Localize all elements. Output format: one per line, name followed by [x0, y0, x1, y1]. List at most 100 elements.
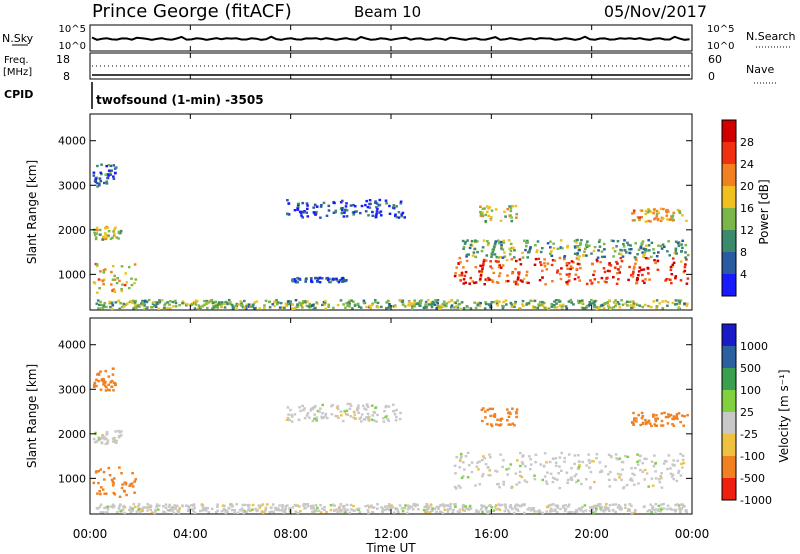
range-gate-cell — [370, 404, 374, 407]
range-gate-cell — [652, 413, 655, 416]
range-gate-cell — [630, 274, 633, 277]
range-gate-cell — [508, 253, 512, 256]
range-gate-cell — [357, 508, 360, 512]
range-gate-cell — [590, 282, 593, 285]
range-gate-cell — [228, 302, 232, 305]
range-gate-cell — [351, 307, 354, 310]
range-gate-cell — [388, 305, 391, 308]
range-gate-cell — [484, 220, 488, 223]
range-gate-cell — [169, 307, 172, 310]
range-gate-cell — [382, 420, 386, 423]
range-gate-cell — [105, 164, 108, 168]
range-gate-cell — [462, 247, 465, 250]
range-gate-cell — [671, 216, 674, 219]
range-gate-cell — [92, 281, 96, 284]
range-gate-cell — [335, 508, 339, 511]
range-gate-cell — [494, 208, 498, 211]
range-gate-cell — [286, 300, 290, 303]
range-gate-cell — [641, 470, 644, 473]
range-gate-cell — [686, 277, 690, 280]
range-gate-cell — [104, 369, 108, 373]
range-gate-cell — [368, 199, 372, 202]
range-gate-cell — [510, 305, 514, 308]
range-gate-cell — [537, 303, 540, 306]
range-gate-cell — [509, 423, 512, 426]
range-gate-cell — [628, 300, 632, 304]
range-gate-cell — [220, 301, 224, 304]
range-gate-cell — [462, 475, 465, 478]
range-gate-cell — [118, 279, 121, 283]
range-gate-cell — [168, 303, 171, 306]
range-gate-cell — [94, 262, 98, 266]
range-gate-cell — [163, 511, 167, 514]
range-gate-cell — [613, 301, 616, 304]
range-gate-cell — [489, 474, 492, 477]
range-gate-cell — [286, 212, 289, 215]
range-gate-cell — [654, 508, 657, 511]
range-gate-cell — [529, 246, 532, 249]
range-gate-cell — [483, 283, 486, 286]
range-gate-cell — [667, 454, 671, 457]
range-gate-cell — [317, 509, 321, 512]
range-gate-cell — [653, 208, 656, 211]
range-gate-cell — [473, 281, 476, 285]
range-gate-cell — [435, 300, 438, 303]
range-gate-cell — [460, 476, 464, 480]
range-gate-cell — [155, 505, 158, 508]
range-gate-cell — [481, 510, 484, 514]
range-gate-cell — [534, 461, 537, 464]
range-gate-cell — [616, 240, 620, 243]
range-gate-cell — [371, 511, 374, 514]
range-gate-cell — [655, 307, 658, 310]
range-gate-cell — [99, 388, 103, 391]
range-gate-cell — [386, 507, 390, 511]
range-gate-cell — [516, 509, 520, 512]
range-gate-cell — [446, 508, 450, 511]
range-gate-cell — [650, 241, 654, 244]
range-gate-cell — [669, 472, 673, 475]
range-gate-cell — [105, 492, 108, 495]
range-gate-cell — [195, 299, 199, 303]
range-gate-cell — [383, 409, 386, 413]
range-gate-cell — [107, 230, 111, 233]
range-gate-cell — [600, 469, 603, 472]
range-gate-cell — [141, 507, 144, 511]
range-gate-cell — [436, 304, 439, 308]
range-gate-cell — [133, 301, 137, 304]
range-gate-cell — [124, 483, 128, 486]
range-gate-cell — [511, 407, 514, 410]
range-gate-cell — [104, 442, 108, 446]
range-gate-cell — [655, 212, 659, 216]
range-gate-cell — [679, 452, 682, 456]
range-gate-cell — [671, 219, 675, 222]
range-gate-cell — [630, 248, 633, 251]
range-gate-cell — [274, 506, 277, 510]
range-gate-cell — [677, 412, 681, 415]
range-gate-cell — [364, 408, 368, 411]
range-gate-cell — [316, 506, 319, 509]
noise-trace — [91, 35, 690, 41]
range-gate-cell — [131, 485, 135, 488]
range-gate-cell — [669, 278, 672, 281]
range-gate-cell — [528, 249, 531, 252]
range-gate-cell — [536, 510, 539, 513]
range-gate-cell — [127, 265, 131, 269]
range-gate-cell — [503, 210, 506, 213]
range-gate-cell — [491, 279, 494, 282]
range-gate-cell — [190, 303, 193, 306]
range-gate-cell — [680, 249, 683, 253]
range-gate-cell — [564, 305, 568, 308]
range-gate-cell — [491, 407, 494, 411]
range-gate-cell — [573, 252, 577, 255]
range-gate-cell — [183, 302, 186, 305]
range-gate-cell — [106, 440, 110, 444]
range-gate-cell — [371, 414, 375, 417]
range-gate-cell — [384, 508, 388, 511]
range-gate-cell — [453, 274, 457, 278]
range-gate-cell — [675, 252, 678, 255]
range-gate-cell — [683, 269, 687, 273]
range-gate-cell — [566, 283, 569, 286]
range-gate-cell — [534, 453, 538, 456]
range-gate-cell — [370, 304, 374, 307]
range-gate-cell — [116, 510, 119, 514]
